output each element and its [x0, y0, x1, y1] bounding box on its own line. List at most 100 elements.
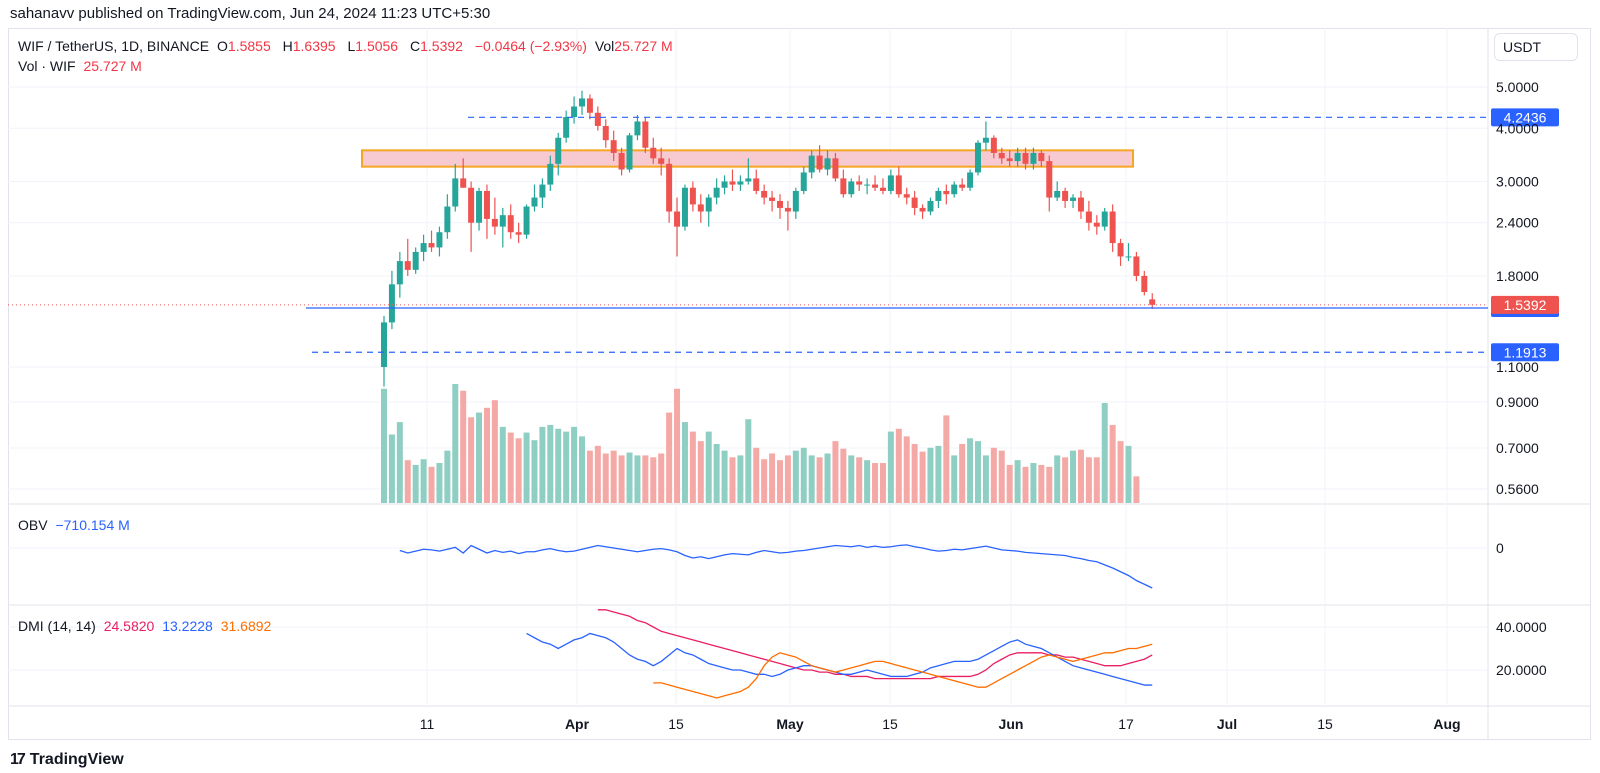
volume-bar: [1125, 445, 1132, 503]
candle-body: [1038, 152, 1045, 162]
candle-body: [547, 163, 554, 185]
candle-body: [658, 158, 665, 164]
candle-body: [444, 206, 451, 233]
dmi-tick-label: 40.0000: [1496, 619, 1547, 635]
volume-bar: [381, 388, 387, 503]
candle-body: [951, 184, 958, 195]
candle-body: [452, 178, 459, 207]
candle-body: [1077, 197, 1084, 212]
obv-line: [399, 544, 1153, 589]
dmi-layer: [526, 609, 1153, 699]
obv-legend: OBV −710.154 M: [18, 517, 134, 533]
candle-body: [1133, 256, 1140, 276]
volume-bar: [1006, 464, 1013, 503]
candle-body: [919, 207, 926, 212]
volume-bar: [697, 441, 704, 503]
candle-body: [650, 147, 657, 159]
candle-body: [642, 121, 649, 148]
footer-brand[interactable]: 17 TradingView: [10, 751, 124, 769]
volume-bar: [483, 407, 490, 503]
candle-body: [864, 184, 871, 186]
symbol-title[interactable]: WIF / TetherUS, 1D, BINANCE: [18, 38, 210, 54]
open-label: O: [217, 38, 228, 54]
candle-body: [483, 190, 490, 219]
volume-bar: [666, 412, 673, 503]
volume-bar: [705, 431, 712, 503]
candle-body: [1085, 211, 1092, 223]
volume-bar: [674, 388, 681, 503]
volume-bar: [1109, 424, 1116, 503]
candle-body: [531, 197, 538, 207]
volume-bar: [555, 428, 562, 503]
dmi-minus-di-value: 31.6892: [220, 618, 272, 634]
time-tick-label: 15: [1317, 716, 1333, 732]
volume-bar: [1014, 460, 1021, 503]
vol-series-label: Vol · WIF: [18, 58, 76, 74]
close-value: 1.5392: [420, 38, 463, 54]
price-tick-label: 1.1000: [1496, 359, 1539, 375]
volume-bar: [626, 452, 633, 503]
candle-body: [872, 184, 879, 188]
candle-body: [975, 142, 981, 173]
volume-bar: [1117, 441, 1124, 503]
candle-body: [1070, 197, 1077, 201]
volume-bar: [887, 431, 894, 503]
candle-body: [816, 155, 823, 170]
candle-body: [895, 175, 902, 195]
last-price-label: 1.5392: [1504, 297, 1547, 313]
volume-bar: [729, 457, 736, 503]
volume-bar: [975, 441, 981, 503]
candle-body: [499, 215, 506, 227]
candle-body: [681, 187, 688, 227]
volume-bar: [571, 426, 578, 503]
candle-body: [697, 204, 704, 212]
resistance-zone-layer: [361, 149, 1134, 168]
volume-bar: [864, 460, 871, 503]
price-legend: WIF / TetherUS, 1D, BINANCE O1.5855 H1.6…: [18, 38, 681, 54]
volume-bar: [879, 463, 886, 503]
volume-bar: [737, 455, 744, 503]
tv-logo-icon: 17: [10, 751, 26, 768]
candle-body: [618, 152, 625, 170]
candle-layer: [381, 90, 1156, 387]
volume-bar: [388, 434, 395, 503]
volume-bar: [919, 451, 926, 503]
axis-layer: 5.0000 4.0000 3.0000 2.4000 1.8000 1.1000 0.90…: [420, 79, 1547, 732]
volume-tick-label: 0.7000: [1496, 440, 1539, 456]
footer-brand-label: TradingView: [29, 751, 124, 768]
volume-bar: [420, 459, 427, 503]
currency-button[interactable]: USDT: [1494, 33, 1578, 61]
volume-bar: [460, 390, 467, 503]
volume-bar: [713, 443, 720, 503]
candle-body: [1054, 190, 1061, 198]
volume-bar: [1054, 455, 1061, 503]
volume-bar: [1062, 457, 1069, 503]
volume-bar: [808, 455, 815, 503]
volume-bar: [396, 422, 403, 503]
candle-body: [1109, 211, 1116, 244]
volume-bar: [658, 453, 665, 503]
candle-body: [388, 284, 395, 323]
resistance-zone: [361, 149, 1134, 168]
candle-body: [713, 187, 720, 198]
volume-bar: [444, 450, 451, 503]
volume-bar: [840, 448, 847, 503]
candle-body: [721, 181, 728, 188]
volume-bar: [777, 460, 783, 503]
candle-body: [626, 135, 633, 170]
candle-body: [943, 190, 950, 195]
volume-bar: [951, 455, 958, 503]
candle-body: [1149, 299, 1156, 305]
volume-bar: [990, 447, 997, 503]
candle-body: [879, 187, 886, 191]
candle-body: [634, 121, 641, 136]
high-label: H: [282, 38, 293, 54]
publisher-caption: sahanavv published on TradingView.com, J…: [10, 5, 491, 22]
volume-legend: Vol · WIF 25.727 M: [18, 58, 146, 74]
volume-bar: [1077, 449, 1084, 503]
candle-body: [404, 261, 411, 270]
candle-body: [1125, 256, 1132, 258]
volume-bar: [816, 457, 823, 503]
